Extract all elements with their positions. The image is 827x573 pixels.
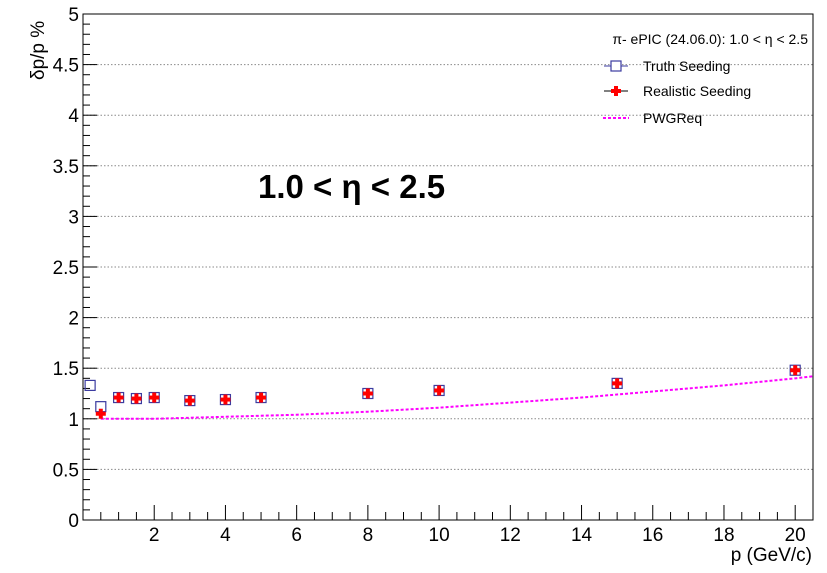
y-tick-label: 4.5 [53, 56, 79, 77]
y-tick-label: 3 [68, 207, 79, 228]
cross-vertical [134, 393, 139, 404]
legend-marker [611, 86, 621, 96]
y-tick-label: 3.5 [53, 157, 79, 178]
legend-symbol-truth-seeding [604, 60, 628, 72]
x-tick-label: 2 [149, 525, 160, 546]
legend-label-realistic-seeding: Realistic Seeding [643, 83, 751, 99]
cross-vertical [793, 365, 798, 376]
realistic-seeding-point [131, 393, 142, 404]
realistic-seeding-point [149, 392, 160, 403]
x-tick-label: 14 [571, 525, 593, 546]
realistic-seeding-point [790, 365, 801, 376]
x-axis-title: p (GeV/c) [731, 545, 812, 566]
x-tick-label: 8 [363, 525, 374, 546]
legend-header: π- ePIC (24.06.0): 1.0 < η < 2.5 [612, 31, 808, 47]
x-tick-label: 10 [429, 525, 450, 546]
pwgreq-curve [100, 375, 814, 420]
y-axis-title: δp/p % [28, 21, 49, 80]
x-tick-label: 18 [713, 525, 734, 546]
realistic-seeding-point [220, 394, 231, 405]
grid-lines [83, 64, 813, 470]
realistic-seeding-point [362, 388, 373, 399]
x-tick-label: 16 [642, 525, 663, 546]
truth-seeding-point [84, 379, 96, 392]
cross-vertical [98, 408, 103, 419]
cross-vertical [365, 388, 370, 399]
cross-vertical [187, 395, 192, 406]
y-tick-label: 2.5 [53, 258, 79, 279]
axis-ticks: 0 0.5 1 1.5 2 2.5 3 3.5 4 4.5 5 2 4 6 8 10 12 14 16 18 20 [53, 5, 814, 546]
y-tick-label: 1 [68, 410, 79, 431]
x-tick-label: 4 [220, 525, 231, 546]
y-tick-label: 5 [68, 5, 79, 26]
realistic-seeding-point [434, 385, 445, 396]
y-tick-label: 0.5 [53, 460, 79, 481]
cross-vertical [437, 385, 442, 396]
y-tick-label: 2 [68, 309, 79, 330]
x-tick-label: 20 [785, 525, 806, 546]
legend-label-pwgreq: PWGReq [643, 110, 702, 126]
cross-vertical [615, 378, 620, 389]
realistic-seeding-point [256, 392, 267, 403]
realistic-seeding-point [113, 392, 124, 403]
legend: π- ePIC (24.06.0): 1.0 < η < 2.5 Truth S… [603, 31, 808, 126]
y-tick-label: 4 [68, 106, 79, 127]
cross-vertical [614, 86, 618, 96]
cross-vertical [223, 394, 228, 405]
cross-vertical [259, 392, 264, 403]
x-tick-label: 6 [291, 525, 302, 546]
legend-label-truth-seeding: Truth Seeding [643, 58, 730, 74]
legend-symbol-realistic-seeding [604, 86, 628, 96]
cross-vertical [116, 392, 121, 403]
realistic-seeding-point [612, 378, 623, 389]
cross-vertical [152, 392, 157, 403]
y-tick-label: 0 [68, 511, 79, 532]
y-tick-label: 1.5 [53, 359, 79, 380]
eta-range-annotation: 1.0 < η < 2.5 [258, 168, 445, 205]
x-tick-label: 12 [500, 525, 521, 546]
legend-marker [610, 60, 622, 72]
realistic-seeding-point [184, 395, 195, 406]
data-series [84, 364, 814, 420]
realistic-seeding-point [95, 408, 106, 419]
